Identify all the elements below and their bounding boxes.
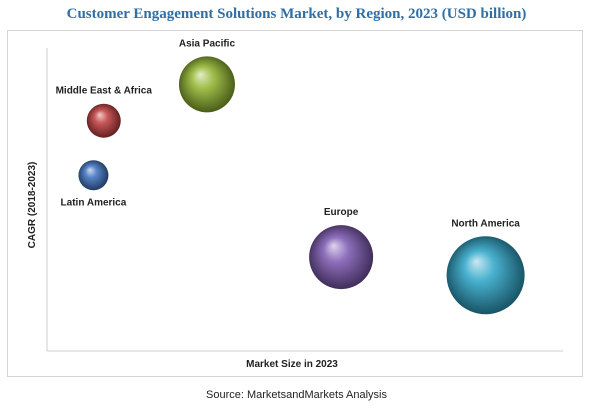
source-note: Source: MarketsandMarkets Analysis <box>206 389 387 401</box>
label-middle-east-and-africa: Middle East & Africa <box>56 86 153 97</box>
bubbles-layer: Asia Pacific Middle East & Africa Latin Am… <box>56 38 525 315</box>
bubble-asia-pacific <box>178 56 235 113</box>
y-axis-label: CAGR (2018-2023) <box>27 162 38 249</box>
label-europe: Europe <box>324 207 359 218</box>
x-axis-label: Market Size in 2023 <box>246 359 338 370</box>
label-north-america: North America <box>451 218 520 229</box>
label-asia-pacific: Asia Pacific <box>179 38 236 49</box>
chart-frame <box>7 30 583 377</box>
chart-title: Customer Engagement Solutions Market, by… <box>66 6 527 22</box>
label-latin-america: Latin America <box>61 197 127 208</box>
bubble-middle-east-and-africa <box>86 103 121 138</box>
bubble-north-america <box>446 236 525 315</box>
bubble-latin-america <box>78 160 109 191</box>
bubble-europe <box>309 225 374 290</box>
